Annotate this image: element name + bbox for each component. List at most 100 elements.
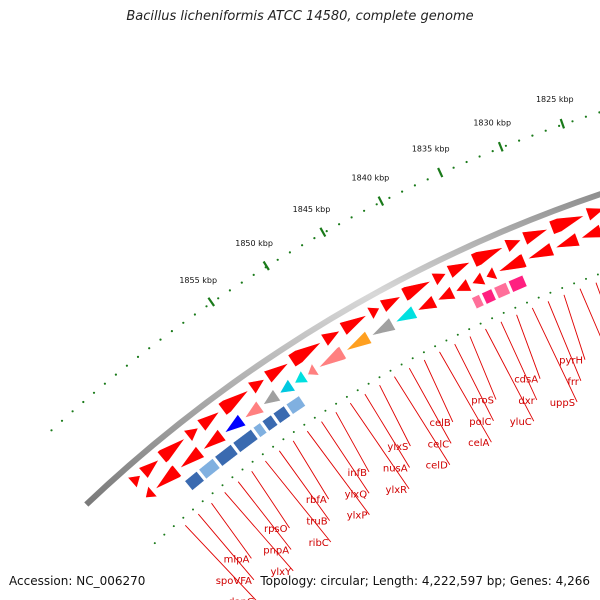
gene-label-line: [292, 440, 330, 500]
forward-gene: [138, 459, 160, 479]
gene-label-line: [394, 376, 451, 465]
inner-ruler-dot: [434, 345, 437, 348]
inner-feature: [184, 471, 205, 491]
inner-feature: [252, 422, 268, 438]
inner-ruler-dot: [549, 291, 552, 294]
inner-ruler-dot: [221, 484, 224, 487]
reverse-gene: [455, 278, 473, 292]
ruler-dot: [544, 129, 547, 132]
inner-ruler-dot: [335, 402, 338, 405]
gene-label: frr: [567, 377, 579, 388]
inner-ruler-dot: [324, 409, 327, 412]
ruler-dot: [205, 305, 208, 308]
inner-feature-track: [184, 274, 528, 491]
gene-label-line: [184, 524, 257, 600]
forward-gene: [521, 228, 550, 246]
forward-gene: [584, 207, 600, 222]
gene-label-line: [211, 502, 252, 559]
reverse-gene: [307, 362, 320, 376]
reverse-gene: [317, 345, 347, 369]
forward-gene: [430, 272, 447, 287]
ruler-dot: [401, 190, 404, 193]
gene-label: ylxQ: [345, 489, 368, 500]
reverse-gene: [154, 464, 183, 490]
inner-feature: [481, 288, 497, 305]
reverse-gene: [437, 285, 457, 301]
gene-label: nusA: [383, 464, 408, 475]
ruler-tick: [377, 196, 385, 206]
inner-ruler-dot: [272, 445, 275, 448]
ruler-dot: [388, 196, 391, 199]
inner-ruler-dot: [241, 468, 244, 471]
gene-label: dxr: [518, 396, 535, 407]
inner-ruler-dot: [313, 416, 316, 419]
inner-ruler-dot: [201, 500, 204, 503]
ruler-dot: [82, 400, 85, 404]
gene-label: celA: [468, 438, 489, 449]
ruler-dot: [60, 419, 64, 422]
ruler-dot: [426, 178, 429, 181]
genome-summary: Topology: circular; Length: 4,222,597 bp…: [260, 574, 590, 588]
reverse-gene: [145, 485, 158, 499]
ruler-dot: [571, 120, 574, 123]
ruler-tick: [559, 118, 566, 129]
inner-ruler-dot: [526, 301, 528, 304]
forward-gene: [196, 411, 221, 432]
gene-label-line: [321, 421, 370, 494]
ruler-dot: [465, 160, 468, 164]
ruler-tick: [262, 260, 270, 271]
gene-label-line: [454, 343, 494, 422]
inner-ruler-dot: [468, 328, 471, 331]
reverse-gene: [262, 388, 282, 406]
inner-ruler-dot: [502, 311, 505, 314]
inner-ruler-dot: [378, 376, 381, 379]
ruler-ticks: [207, 118, 566, 307]
ruler-dot: [338, 223, 341, 226]
gene-label: spoVFA: [216, 576, 252, 587]
ruler-dot: [159, 338, 162, 341]
gene-label-line: [265, 460, 332, 543]
ruler-dot: [193, 313, 196, 316]
forward-gene: [247, 378, 266, 395]
forward-strand-track: [127, 207, 600, 489]
ruler-dot: [363, 209, 366, 212]
inner-ruler-dot: [514, 306, 517, 309]
gene-label-line: [335, 411, 370, 473]
ruler-tick-label: 1835 kbp: [412, 145, 450, 154]
forward-gene: [182, 427, 199, 443]
ruler-dot: [531, 134, 534, 137]
ruler-dot: [301, 244, 304, 247]
gene-label: cdsA: [514, 375, 538, 386]
gene-label: pnpA: [263, 546, 289, 557]
gene-label: celB: [430, 418, 451, 429]
ruler-dot: [50, 429, 53, 432]
inner-ruler-dot: [585, 277, 587, 280]
inner-ruler-dot: [261, 453, 264, 456]
ruler-dot: [413, 184, 416, 187]
ruler-dots: [50, 111, 600, 432]
ruler-dot: [558, 124, 561, 127]
ruler-dot: [228, 289, 231, 292]
reverse-gene: [554, 232, 581, 249]
inner-feature: [232, 429, 259, 453]
ruler-dot: [504, 144, 507, 147]
gene-label-line: [516, 314, 541, 379]
ruler-dot: [182, 321, 185, 324]
ruler-dot: [276, 258, 279, 261]
inner-ruler-dot: [400, 363, 403, 366]
forward-gene: [503, 239, 522, 254]
gene-label: rbfA: [306, 495, 327, 506]
gene-label: ylxR: [386, 485, 408, 496]
ruler-dot: [92, 391, 96, 394]
gene-labels: fliLfliMfliYfliPcheYfliQfliRfliZflhBflhA…: [216, 356, 583, 600]
inner-ruler-dot: [537, 296, 540, 299]
inner-ruler-dot: [163, 533, 166, 536]
inner-ruler-dot: [491, 317, 494, 320]
ruler-tick-label: 1830 kbp: [473, 118, 511, 127]
ruler-dot: [313, 237, 316, 240]
ruler-tick-label: 1850 kbp: [235, 239, 273, 248]
accession-label: Accession: NC_006270: [9, 574, 146, 588]
gene-label-line: [364, 393, 410, 468]
ruler-tick: [207, 297, 216, 307]
inner-feature: [285, 395, 306, 415]
